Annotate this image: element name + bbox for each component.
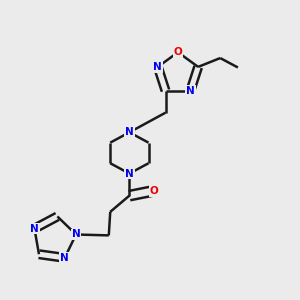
Text: N: N <box>125 127 134 137</box>
Text: N: N <box>153 62 162 72</box>
Text: N: N <box>30 224 39 234</box>
Text: N: N <box>186 85 195 96</box>
Text: N: N <box>72 230 80 239</box>
Text: N: N <box>125 169 134 178</box>
Text: O: O <box>174 47 182 57</box>
Text: O: O <box>149 186 158 196</box>
Text: N: N <box>60 253 69 263</box>
